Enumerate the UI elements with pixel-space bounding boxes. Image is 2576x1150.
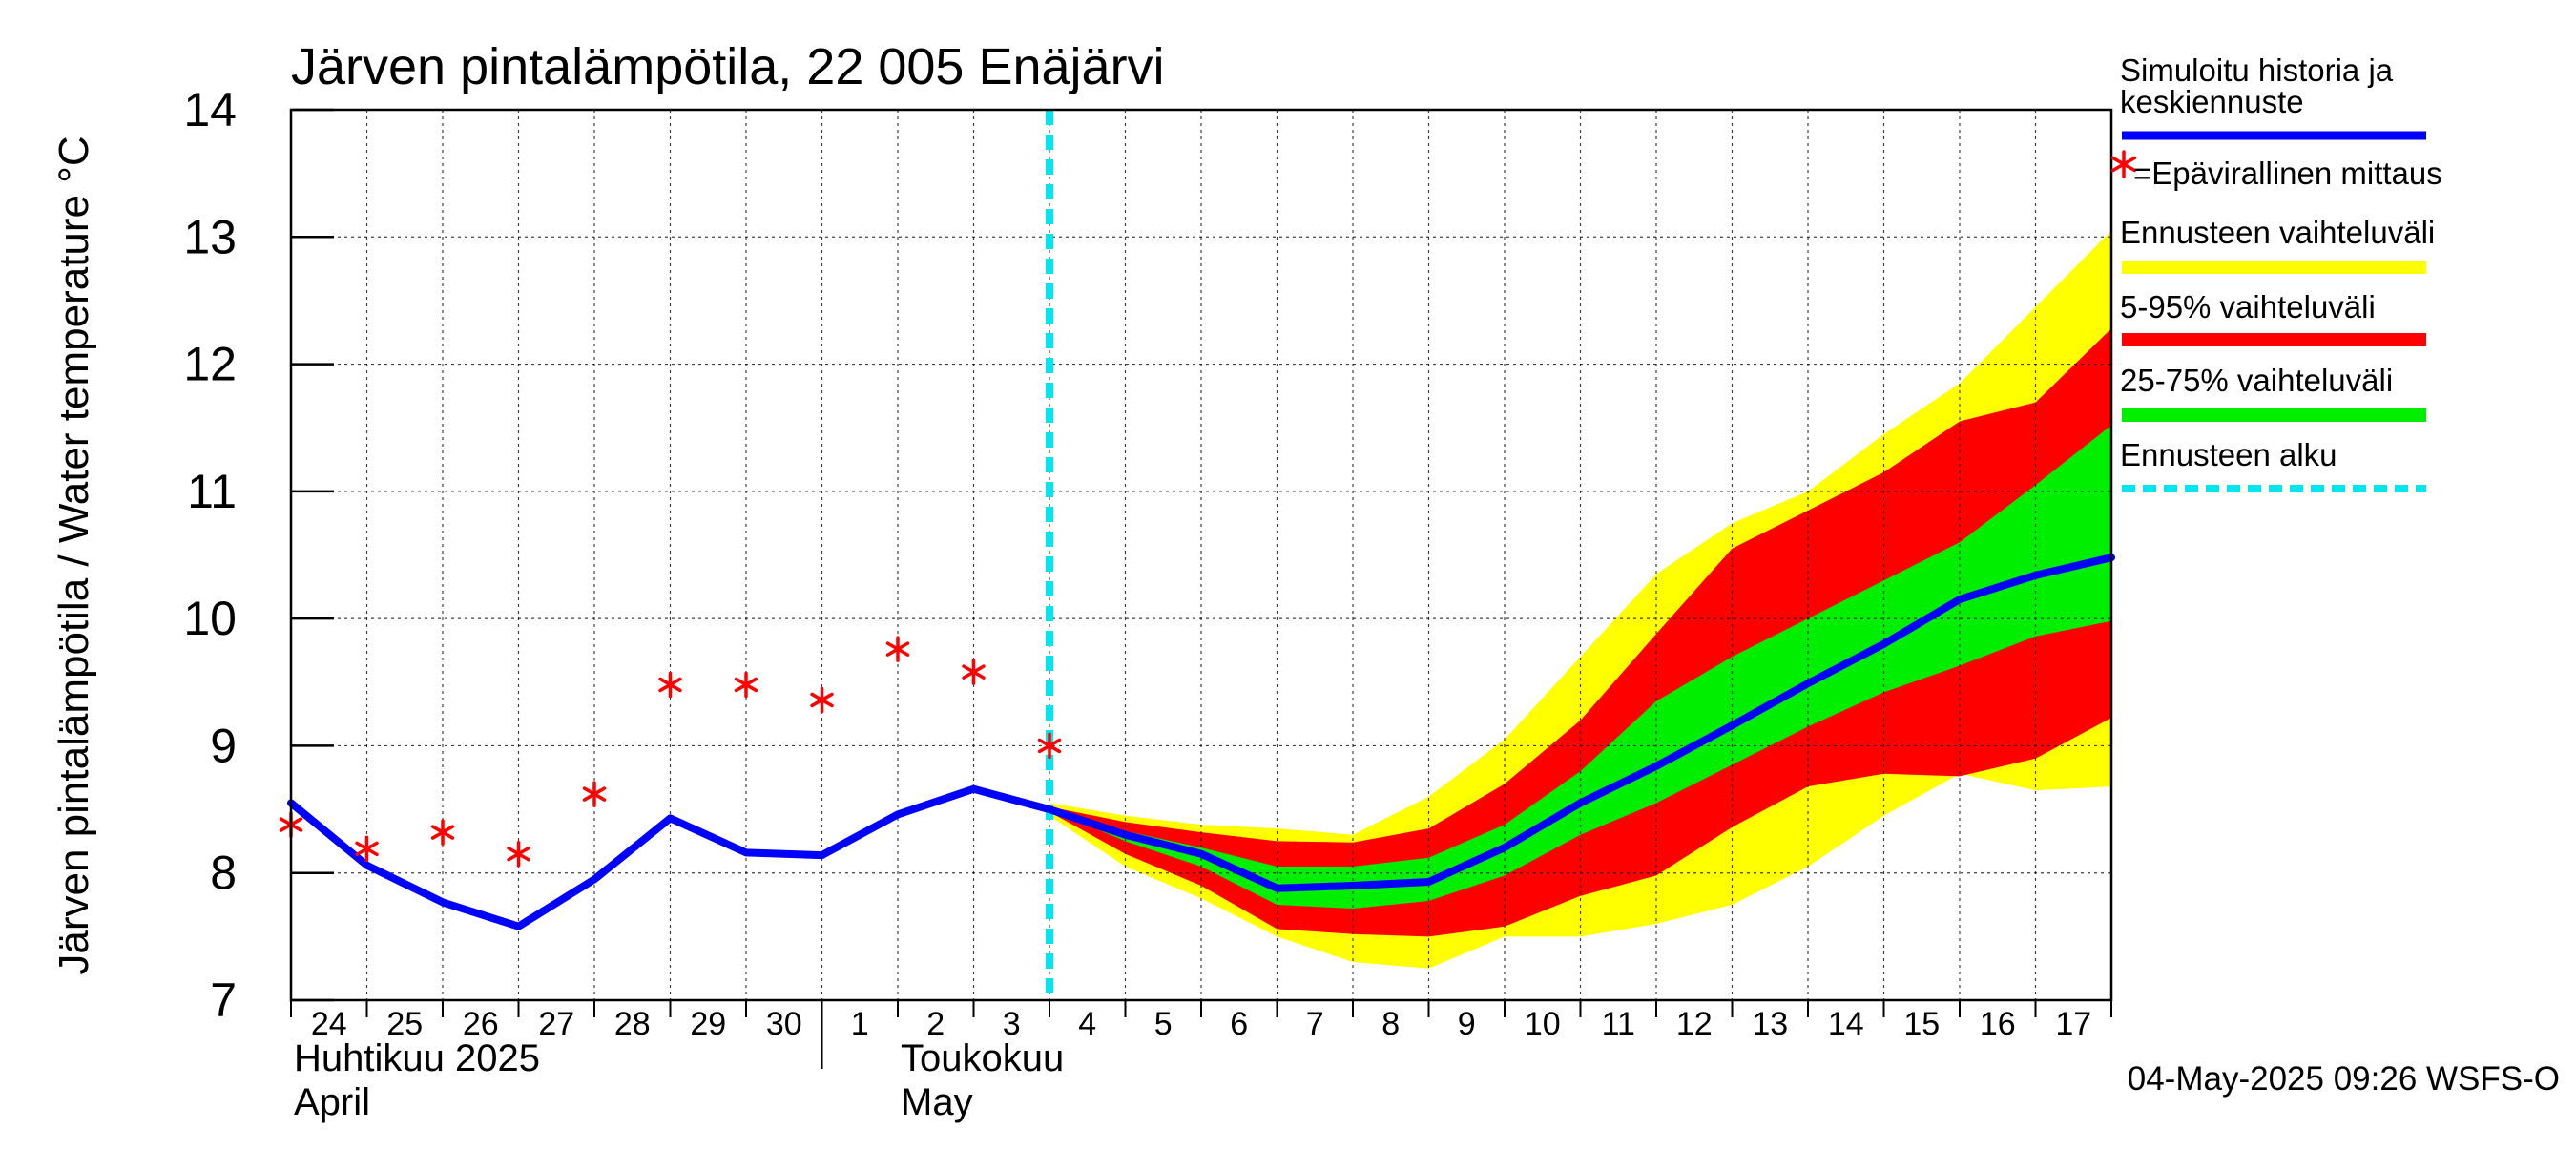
y-tick-label: 8 bbox=[210, 847, 237, 900]
marker-stroke bbox=[962, 664, 986, 680]
marker-stroke bbox=[2110, 156, 2137, 173]
month-label-fi: Huhtikuu 2025 bbox=[294, 1037, 540, 1079]
legend-marker bbox=[2110, 150, 2137, 178]
x-tick-label: 6 bbox=[1230, 1006, 1248, 1042]
measurement-point bbox=[507, 840, 530, 868]
x-tick-label: 12 bbox=[1676, 1006, 1713, 1042]
marker-stroke bbox=[582, 786, 607, 802]
legend-item: =Epävirallinen mittaus bbox=[2110, 150, 2442, 191]
measurement-point bbox=[810, 686, 834, 714]
measurement-point bbox=[430, 819, 455, 846]
x-tick-label: 29 bbox=[690, 1006, 726, 1042]
legend-label: Ennusteen alku bbox=[2120, 437, 2337, 472]
x-tick-label: 3 bbox=[1003, 1006, 1021, 1042]
legend-item: 5-95% vaihteluväli bbox=[2120, 289, 2426, 346]
y-tick-label: 7 bbox=[210, 973, 237, 1027]
y-tick-label: 10 bbox=[183, 592, 237, 645]
x-tick-label: 30 bbox=[766, 1006, 802, 1042]
x-tick-label: 4 bbox=[1078, 1006, 1096, 1042]
month-label-en: May bbox=[901, 1081, 973, 1123]
x-tick-label: 17 bbox=[2055, 1006, 2091, 1042]
x-tick-label: 1 bbox=[851, 1006, 869, 1042]
x-tick-label: 5 bbox=[1154, 1006, 1173, 1042]
chart-title: Järven pintalämpötila, 22 005 Enäjärvi bbox=[291, 38, 1165, 95]
legend-label: 25-75% vaihteluväli bbox=[2120, 363, 2393, 398]
legend-swatch bbox=[2122, 333, 2426, 346]
x-tick-label: 10 bbox=[1525, 1006, 1561, 1042]
legend-label: Simuloitu historia ja bbox=[2120, 52, 2394, 88]
marker-stroke bbox=[885, 641, 910, 657]
timestamp-footer: 04-May-2025 09:26 WSFS-O bbox=[2128, 1060, 2560, 1098]
legend-item: Ennusteen vaihteluväli bbox=[2120, 215, 2435, 274]
legend-label: Ennusteen vaihteluväli bbox=[2120, 215, 2435, 250]
legend-item: 25-75% vaihteluväli bbox=[2120, 363, 2426, 422]
measurement-point bbox=[658, 671, 682, 699]
measurement-point bbox=[355, 835, 379, 863]
x-tick-label: 7 bbox=[1306, 1006, 1324, 1042]
x-tick-label: 9 bbox=[1458, 1006, 1476, 1042]
marker-stroke bbox=[810, 692, 834, 708]
y-tick-label: 9 bbox=[210, 719, 237, 772]
legend-label: keskiennuste bbox=[2120, 84, 2304, 119]
marker-stroke bbox=[658, 677, 682, 693]
measurement-point bbox=[1037, 732, 1062, 760]
x-tick-label: 27 bbox=[538, 1006, 574, 1042]
legend-swatch bbox=[2122, 261, 2426, 274]
y-tick-label: 13 bbox=[183, 210, 237, 263]
y-tick-label: 14 bbox=[183, 83, 237, 136]
x-tick-label: 2 bbox=[926, 1006, 945, 1042]
x-tick-label: 28 bbox=[614, 1006, 651, 1042]
marker-stroke bbox=[507, 846, 530, 862]
x-axis-ticks: 24 25 26 27 28 29 30 1 2 3 4 5 6 7 8 9 10 11 12 13 14 15 16 17 bbox=[290, 1000, 2112, 1042]
month-label-fi: Toukokuu bbox=[901, 1037, 1064, 1079]
legend-label: 5-95% vaihteluväli bbox=[2120, 289, 2376, 324]
y-tick-label: 12 bbox=[183, 338, 237, 391]
month-label-en: April bbox=[294, 1081, 370, 1123]
x-tick-label: 13 bbox=[1752, 1006, 1788, 1042]
x-tick-label: 11 bbox=[1602, 1006, 1635, 1042]
x-tick-label: 26 bbox=[463, 1006, 499, 1042]
x-tick-label: 15 bbox=[1903, 1006, 1940, 1042]
x-tick-label: 16 bbox=[1980, 1006, 2016, 1042]
marker-stroke bbox=[355, 841, 379, 857]
measurement-point bbox=[734, 671, 758, 699]
x-tick-label: 14 bbox=[1828, 1006, 1864, 1042]
x-tick-label: 24 bbox=[311, 1006, 347, 1042]
legend-swatch bbox=[2122, 408, 2426, 422]
measurement-markers bbox=[279, 636, 1062, 868]
legend-item: Ennusteen alku bbox=[2120, 437, 2426, 492]
marker-stroke bbox=[734, 677, 758, 693]
x-tick-label: 8 bbox=[1381, 1006, 1400, 1042]
marker-stroke bbox=[430, 825, 455, 840]
legend-label: =Epävirallinen mittaus bbox=[2133, 156, 2442, 191]
measurement-point bbox=[582, 781, 607, 807]
y-axis-ticks: 7 8 9 10 11 12 13 14 bbox=[183, 83, 334, 1027]
marker-stroke bbox=[1037, 738, 1062, 754]
x-tick-label: 25 bbox=[386, 1006, 423, 1042]
band-0 bbox=[1049, 230, 2111, 969]
measurement-point bbox=[885, 636, 910, 662]
series-lines bbox=[287, 554, 2115, 930]
series-line-0 bbox=[287, 554, 2115, 930]
y-axis-label: Järven pintalämpötila / Water temperatur… bbox=[51, 136, 97, 974]
y-tick-label: 11 bbox=[187, 465, 237, 518]
measurement-point bbox=[962, 659, 986, 685]
